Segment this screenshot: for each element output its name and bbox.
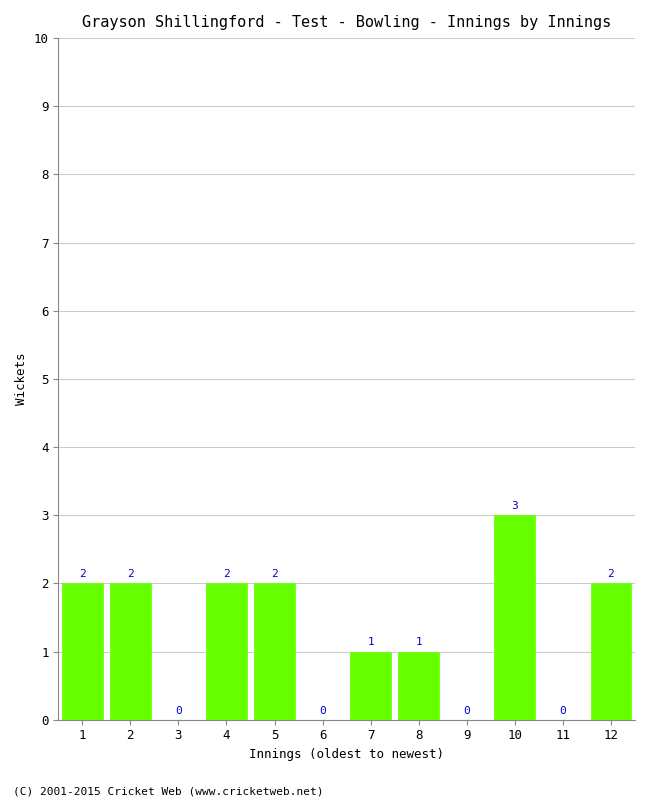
Text: 3: 3 (512, 501, 518, 511)
Text: 0: 0 (463, 706, 470, 716)
Bar (495, 515, 536, 720)
Text: 0: 0 (560, 706, 566, 716)
Bar (350, 651, 391, 720)
Text: 2: 2 (271, 570, 278, 579)
Bar (254, 583, 295, 720)
Y-axis label: Wickets: Wickets (15, 353, 28, 405)
Bar (591, 583, 631, 720)
Text: 2: 2 (608, 570, 614, 579)
Bar (62, 583, 103, 720)
Text: 0: 0 (175, 706, 182, 716)
Bar (398, 651, 439, 720)
Text: 2: 2 (79, 570, 86, 579)
Text: 1: 1 (415, 638, 422, 647)
Text: 0: 0 (319, 706, 326, 716)
X-axis label: Innings (oldest to newest): Innings (oldest to newest) (249, 748, 444, 761)
Text: 2: 2 (127, 570, 134, 579)
Text: 1: 1 (367, 638, 374, 647)
Bar (110, 583, 151, 720)
Title: Grayson Shillingford - Test - Bowling - Innings by Innings: Grayson Shillingford - Test - Bowling - … (82, 15, 611, 30)
Text: (C) 2001-2015 Cricket Web (www.cricketweb.net): (C) 2001-2015 Cricket Web (www.cricketwe… (13, 786, 324, 796)
Text: 2: 2 (223, 570, 230, 579)
Bar (206, 583, 247, 720)
